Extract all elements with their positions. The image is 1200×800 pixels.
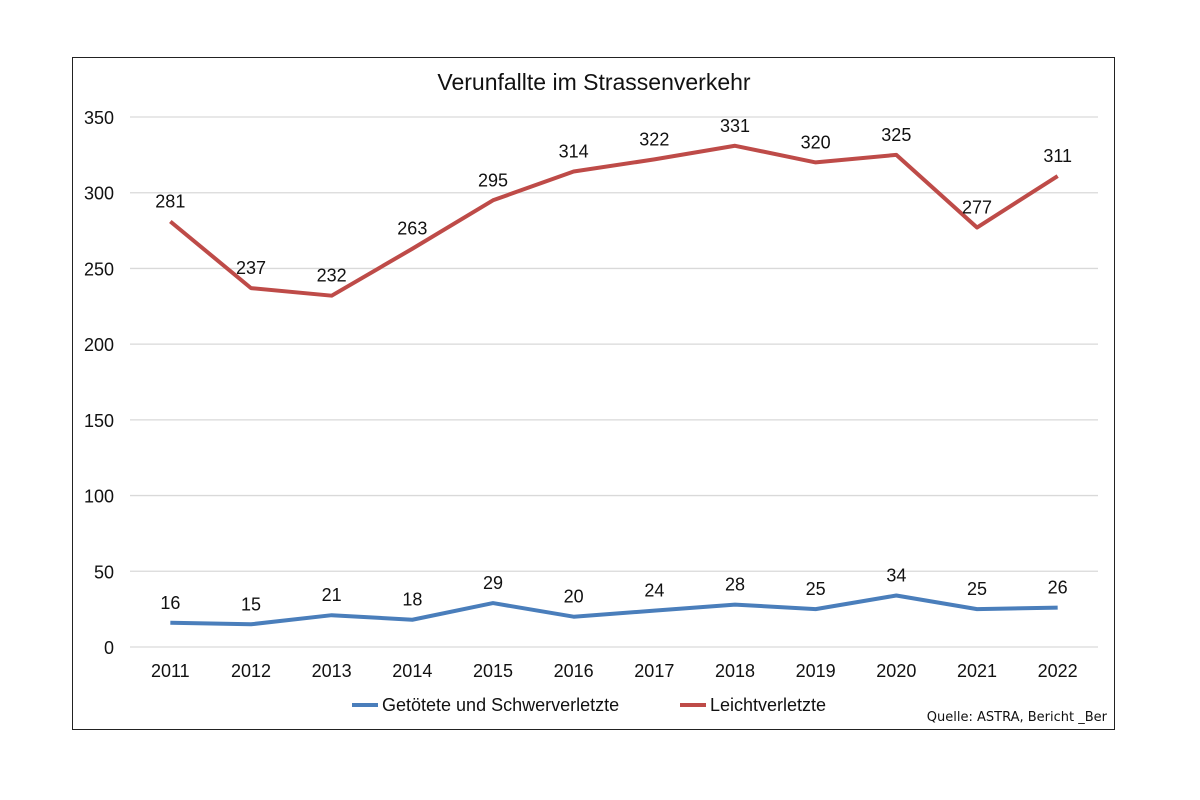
data-label: 320 xyxy=(801,132,831,152)
data-label: 331 xyxy=(720,116,750,136)
data-label: 311 xyxy=(1043,146,1072,166)
data-label: 281 xyxy=(155,191,185,211)
y-tick-label: 0 xyxy=(104,638,114,658)
y-tick-label: 200 xyxy=(84,335,114,355)
data-label: 26 xyxy=(1048,578,1068,598)
data-label: 16 xyxy=(160,593,180,613)
x-tick-label: 2018 xyxy=(715,661,755,681)
data-label: 34 xyxy=(886,566,906,586)
data-label: 237 xyxy=(236,258,266,278)
data-label: 277 xyxy=(962,198,992,218)
x-tick-label: 2021 xyxy=(957,661,997,681)
x-tick-label: 2020 xyxy=(876,661,916,681)
x-tick-label: 2013 xyxy=(312,661,352,681)
data-label: 25 xyxy=(967,579,987,599)
series-lines xyxy=(169,143,1059,627)
y-axis-ticks: 0 50 100 150 200 250 300 350 xyxy=(84,108,114,658)
x-axis-ticks: 2011 2012 2013 2014 2015 2016 2017 2018 2019 2020… xyxy=(151,661,1078,681)
legend-label: Leichtverletzte xyxy=(710,695,826,715)
data-label: 15 xyxy=(241,594,261,614)
series-line-2 xyxy=(169,143,1059,298)
series-line-1 xyxy=(170,593,1058,627)
data-label: 263 xyxy=(397,219,427,239)
x-tick-label: 2014 xyxy=(392,661,432,681)
y-tick-label: 300 xyxy=(84,184,114,204)
x-tick-label: 2011 xyxy=(151,661,190,681)
data-label: 322 xyxy=(639,129,669,149)
data-label: 325 xyxy=(881,125,911,145)
data-label: 295 xyxy=(478,170,508,190)
chart-frame xyxy=(72,57,1115,730)
chart-title: Verunfallte im Strassenverkehr xyxy=(437,69,751,95)
data-label: 314 xyxy=(559,142,589,162)
y-tick-label: 350 xyxy=(84,108,114,128)
y-tick-label: 250 xyxy=(84,259,114,279)
x-tick-label: 2016 xyxy=(554,661,594,681)
data-labels: 16 15 21 18 29 20 24 28 25 34 25 26 281 237 232 263 295 3… xyxy=(155,116,1072,615)
x-tick-label: 2017 xyxy=(634,661,674,681)
data-label: 24 xyxy=(644,581,664,601)
y-tick-label: 100 xyxy=(84,487,114,507)
data-label: 232 xyxy=(317,266,347,286)
legend: Getötete und Schwerverletzte Leichtverlet… xyxy=(352,695,826,715)
data-label: 28 xyxy=(725,575,745,595)
x-tick-label: 2022 xyxy=(1038,661,1078,681)
y-tick-label: 150 xyxy=(84,411,114,431)
source-annotation: Quelle: ASTRA, Bericht _Ber xyxy=(927,710,1108,725)
legend-label: Getötete und Schwerverletzte xyxy=(382,695,619,715)
data-label: 20 xyxy=(564,587,584,607)
x-tick-label: 2015 xyxy=(473,661,513,681)
data-label: 29 xyxy=(483,573,503,593)
x-tick-label: 2012 xyxy=(231,661,271,681)
data-label: 21 xyxy=(322,585,342,605)
data-label: 25 xyxy=(806,579,826,599)
x-tick-label: 2019 xyxy=(796,661,836,681)
data-label: 18 xyxy=(402,590,422,610)
y-tick-label: 50 xyxy=(94,562,114,582)
gridlines xyxy=(130,116,1098,648)
